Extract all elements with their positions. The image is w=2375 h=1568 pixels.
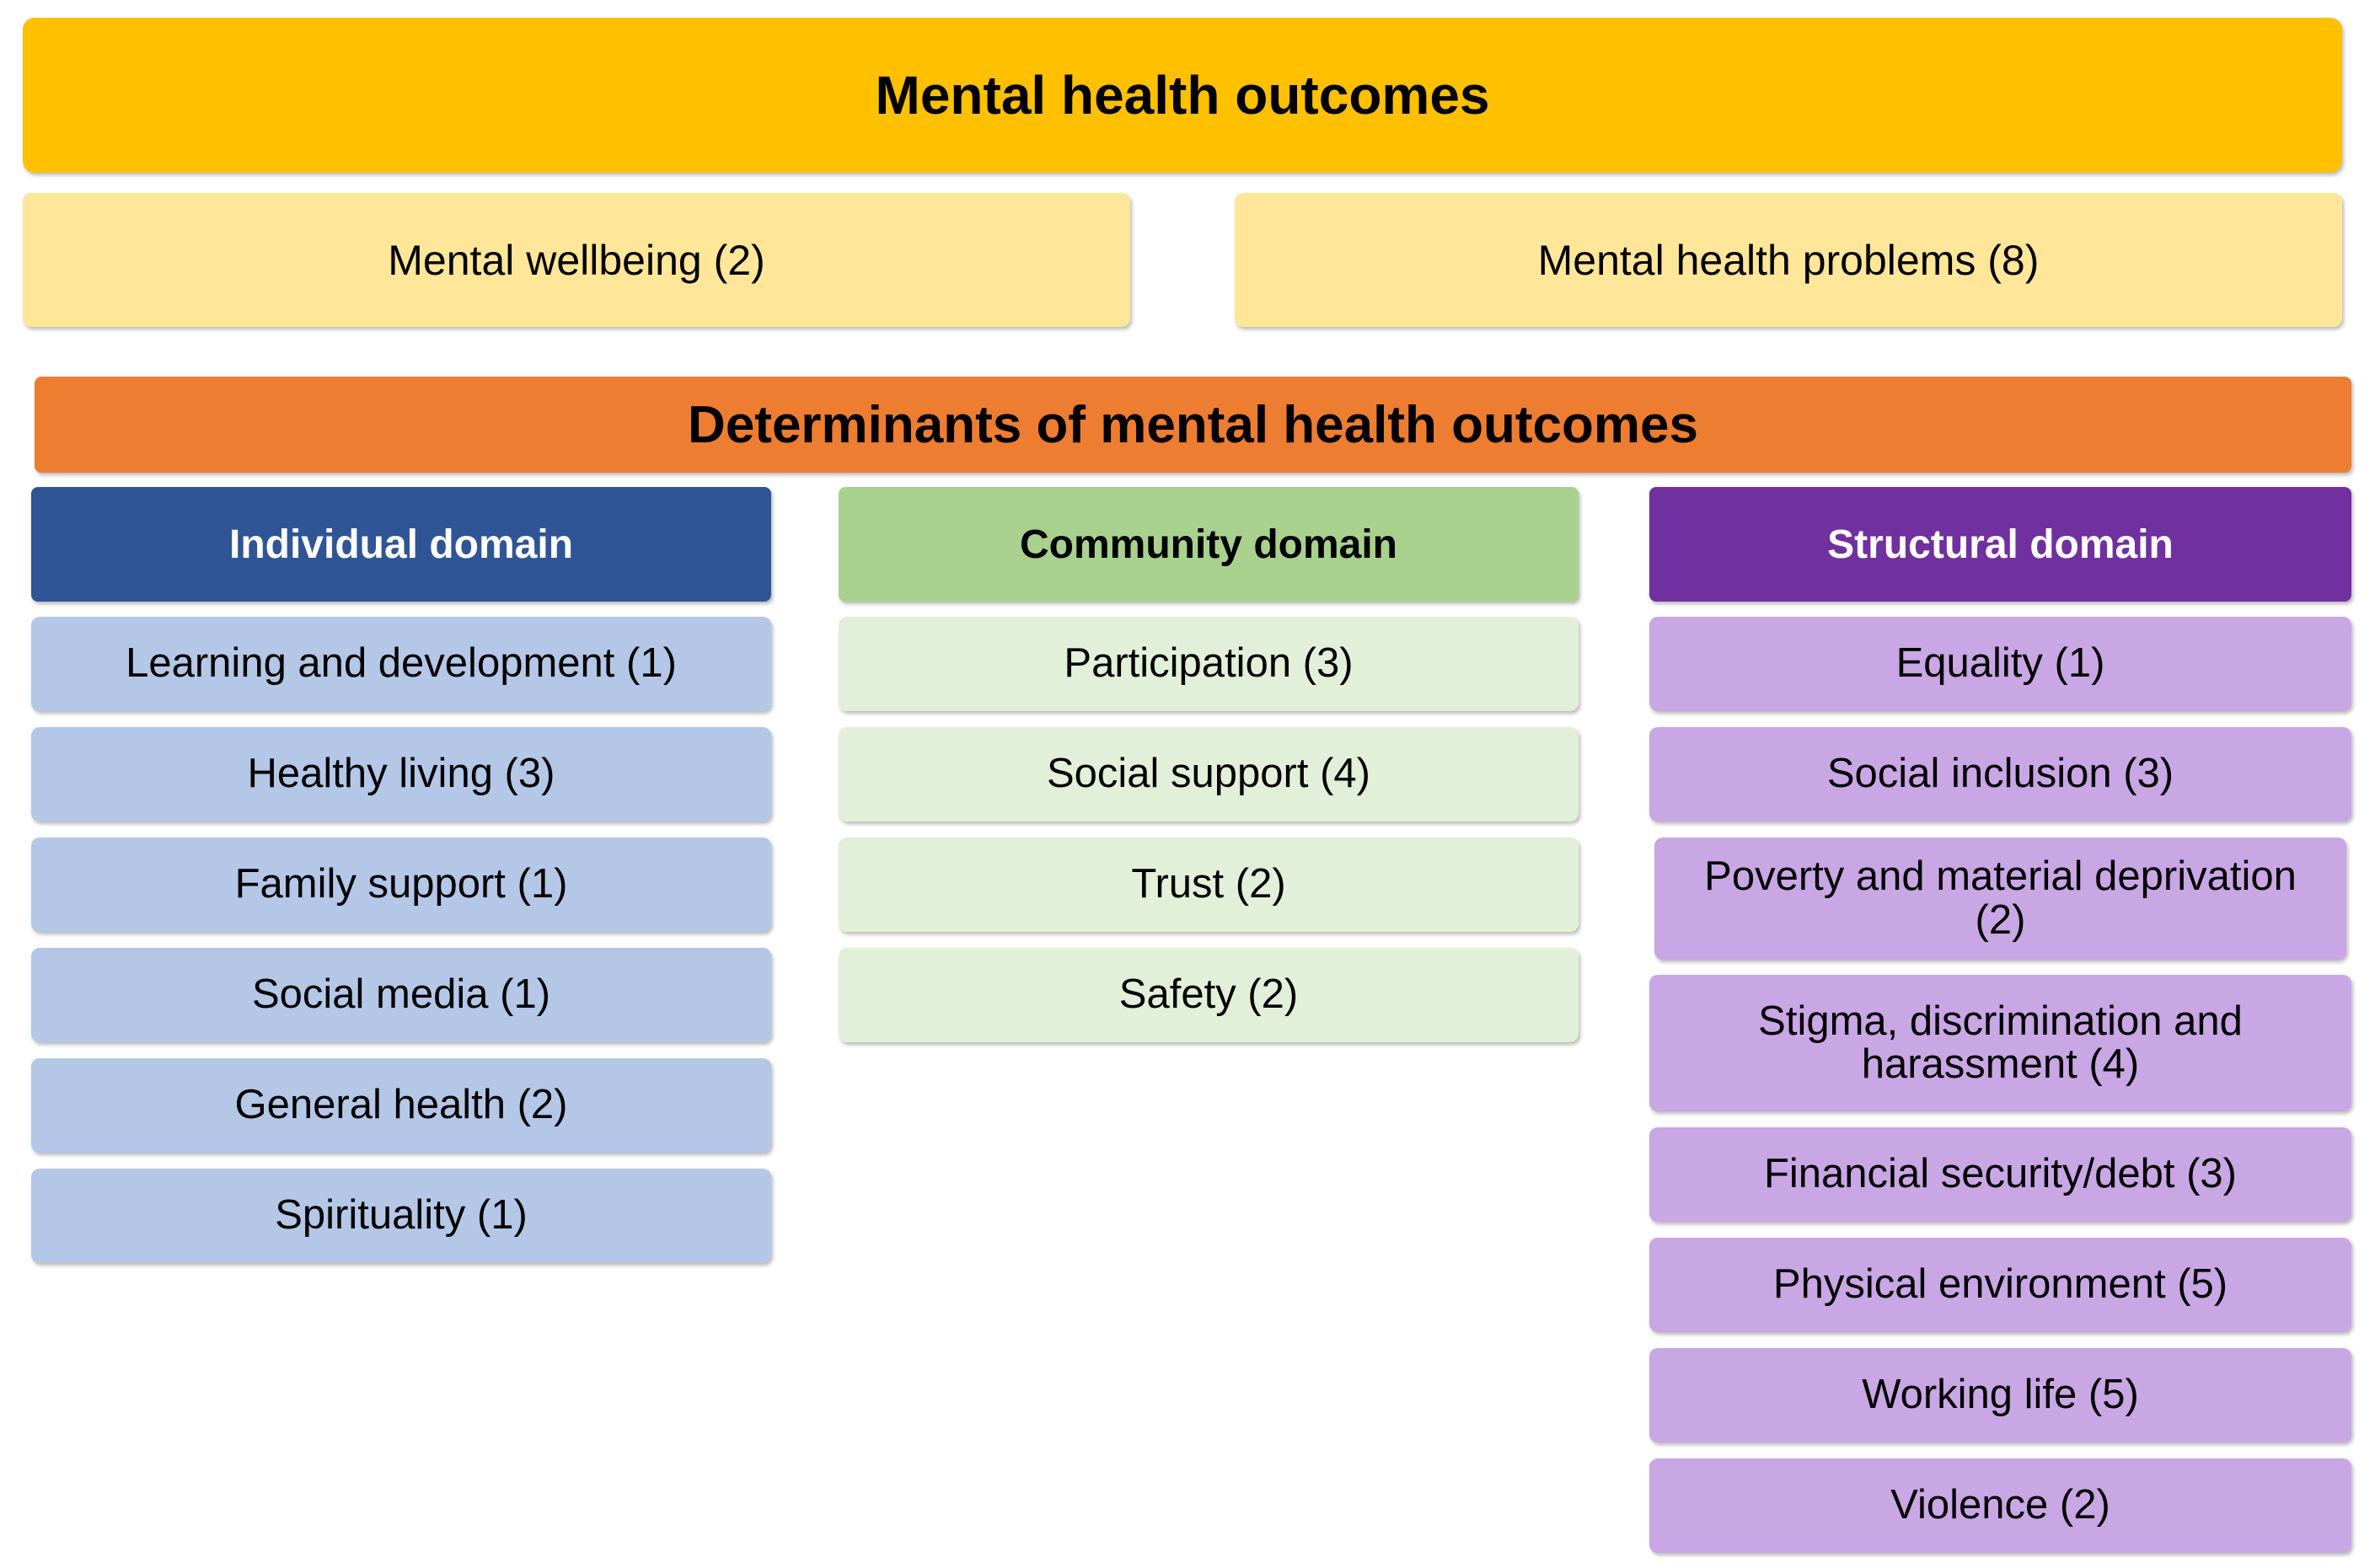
- structural-item: Poverty and material deprivation (2): [1654, 838, 2346, 960]
- structural-item: Violence (2): [1649, 1458, 2351, 1553]
- individual-domain-header: Individual domain: [31, 487, 771, 602]
- structural-item: Social inclusion (3): [1649, 727, 2351, 821]
- individual-item: Spirituality (1): [31, 1169, 771, 1263]
- community-item: Participation (3): [839, 617, 1579, 711]
- structural-item: Financial security/debt (3): [1649, 1127, 2351, 1222]
- structural-item: Stigma, discrimination and harassment (4…: [1649, 975, 2351, 1111]
- determinants-header: Determinants of mental health outcomes: [35, 377, 2351, 473]
- individual-item: Healthy living (3): [31, 727, 771, 821]
- structural-item: Physical environment (5): [1649, 1238, 2351, 1332]
- community-item: Trust (2): [839, 838, 1579, 932]
- structural-item: Working life (5): [1649, 1348, 2351, 1442]
- mental-health-outcomes-header: Mental health outcomes: [23, 18, 2342, 173]
- mental-health-problems-box: Mental health problems (8): [1235, 193, 2342, 327]
- community-item: Social support (4): [839, 727, 1579, 821]
- structural-domain-header: Structural domain: [1649, 487, 2351, 602]
- individual-item: Family support (1): [31, 838, 771, 932]
- structural-item: Equality (1): [1649, 617, 2351, 711]
- individual-item: Learning and development (1): [31, 617, 771, 711]
- community-item: Safety (2): [839, 948, 1579, 1042]
- individual-item: General health (2): [31, 1058, 771, 1153]
- individual-item: Social media (1): [31, 948, 771, 1042]
- mental-wellbeing-box: Mental wellbeing (2): [23, 193, 1130, 327]
- community-domain-header: Community domain: [839, 487, 1579, 602]
